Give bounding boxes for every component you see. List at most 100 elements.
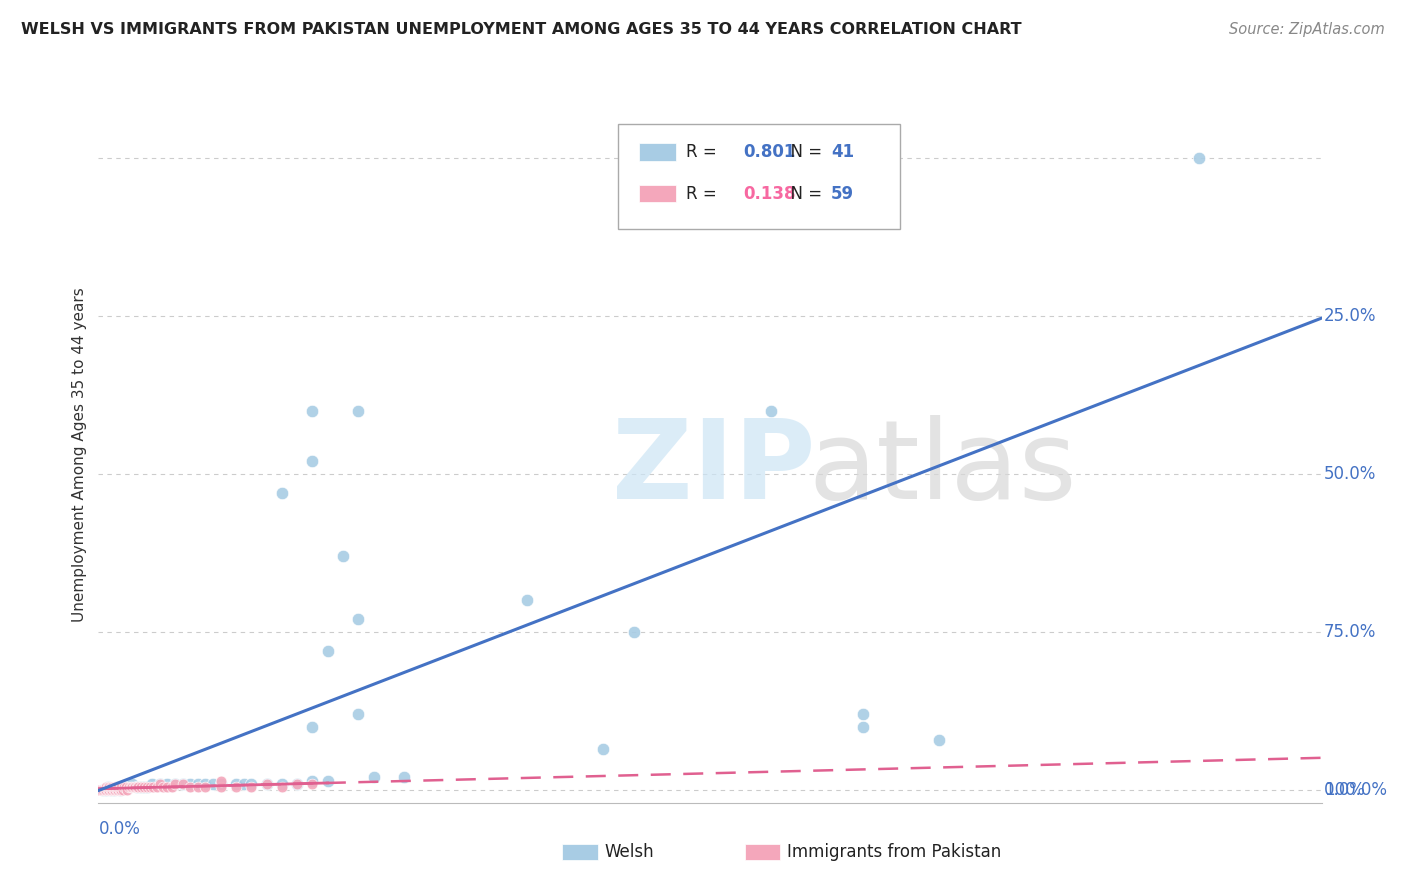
Point bbox=[301, 777, 323, 791]
Point bbox=[209, 773, 232, 788]
Point bbox=[110, 783, 132, 797]
Point bbox=[187, 780, 209, 794]
Point bbox=[103, 783, 125, 797]
Point bbox=[105, 783, 128, 797]
Point bbox=[115, 780, 138, 794]
Point bbox=[301, 454, 323, 468]
Point bbox=[125, 780, 148, 794]
Point bbox=[270, 777, 292, 791]
Point bbox=[149, 777, 172, 791]
Bar bbox=[640, 185, 676, 202]
Point bbox=[270, 486, 292, 500]
Text: R =: R = bbox=[686, 185, 721, 203]
Point bbox=[316, 773, 339, 788]
Point bbox=[101, 783, 124, 797]
Bar bbox=[640, 144, 676, 161]
Point bbox=[94, 783, 117, 797]
Point bbox=[97, 780, 120, 794]
Text: Source: ZipAtlas.com: Source: ZipAtlas.com bbox=[1229, 22, 1385, 37]
Point bbox=[163, 777, 186, 791]
Point bbox=[127, 780, 149, 794]
Point bbox=[98, 783, 121, 797]
Point bbox=[94, 783, 117, 797]
Point bbox=[108, 783, 131, 797]
Point bbox=[124, 780, 146, 794]
Point bbox=[623, 625, 645, 640]
Point bbox=[93, 783, 115, 797]
Point bbox=[105, 780, 128, 794]
Point bbox=[111, 783, 134, 797]
Point bbox=[301, 403, 323, 417]
Point bbox=[172, 777, 194, 791]
Point bbox=[97, 780, 120, 794]
Point bbox=[98, 780, 121, 794]
Point bbox=[332, 549, 354, 563]
Point bbox=[104, 780, 127, 794]
Point bbox=[108, 783, 131, 797]
Point bbox=[134, 780, 156, 794]
Point bbox=[152, 780, 174, 794]
Point bbox=[301, 720, 323, 734]
Point bbox=[759, 151, 782, 165]
Point bbox=[103, 780, 125, 794]
Point bbox=[240, 777, 263, 791]
Point bbox=[1188, 151, 1211, 165]
Y-axis label: Unemployment Among Ages 35 to 44 years: Unemployment Among Ages 35 to 44 years bbox=[72, 287, 87, 623]
Point bbox=[103, 783, 125, 797]
Point bbox=[194, 780, 217, 794]
Point bbox=[301, 773, 323, 788]
Point bbox=[100, 783, 122, 797]
Point bbox=[120, 780, 142, 794]
Point bbox=[145, 780, 167, 794]
Point bbox=[115, 780, 138, 794]
Point bbox=[194, 777, 217, 791]
Text: 41: 41 bbox=[831, 144, 855, 161]
Point bbox=[256, 777, 278, 791]
Point bbox=[347, 403, 370, 417]
Point bbox=[347, 707, 370, 722]
Point bbox=[117, 783, 139, 797]
Point bbox=[187, 777, 209, 791]
FancyBboxPatch shape bbox=[619, 124, 900, 229]
Point bbox=[179, 777, 201, 791]
Point bbox=[139, 780, 162, 794]
Point bbox=[97, 783, 120, 797]
Point bbox=[172, 777, 194, 791]
Point bbox=[101, 780, 124, 794]
Text: 0.0%: 0.0% bbox=[98, 821, 141, 838]
Point bbox=[759, 403, 782, 417]
Point bbox=[104, 783, 127, 797]
Point bbox=[87, 783, 110, 797]
Point bbox=[112, 780, 135, 794]
Point bbox=[149, 777, 172, 791]
Point bbox=[100, 780, 122, 794]
Text: 100.0%: 100.0% bbox=[1324, 781, 1388, 799]
Point bbox=[852, 707, 875, 722]
Point bbox=[91, 783, 114, 797]
Point bbox=[91, 783, 114, 797]
Point bbox=[107, 780, 129, 794]
Point bbox=[592, 742, 614, 756]
Text: 50.0%: 50.0% bbox=[1324, 465, 1376, 483]
Point bbox=[240, 780, 263, 794]
Point bbox=[270, 780, 292, 794]
Point bbox=[118, 780, 141, 794]
Text: R =: R = bbox=[686, 144, 721, 161]
Text: N =: N = bbox=[780, 185, 827, 203]
Point bbox=[141, 777, 163, 791]
Text: atlas: atlas bbox=[808, 416, 1077, 523]
Point bbox=[179, 780, 201, 794]
Point bbox=[100, 783, 122, 797]
Point bbox=[156, 777, 179, 791]
Point bbox=[111, 780, 134, 794]
Point bbox=[129, 780, 152, 794]
Text: 25.0%: 25.0% bbox=[1324, 307, 1376, 325]
Point bbox=[136, 780, 159, 794]
Text: 59: 59 bbox=[831, 185, 855, 203]
Point bbox=[160, 780, 183, 794]
Point bbox=[110, 780, 132, 794]
Text: 0.0%: 0.0% bbox=[1324, 781, 1367, 799]
Point bbox=[156, 780, 179, 794]
Point bbox=[134, 780, 156, 794]
Text: Welsh: Welsh bbox=[605, 843, 654, 861]
